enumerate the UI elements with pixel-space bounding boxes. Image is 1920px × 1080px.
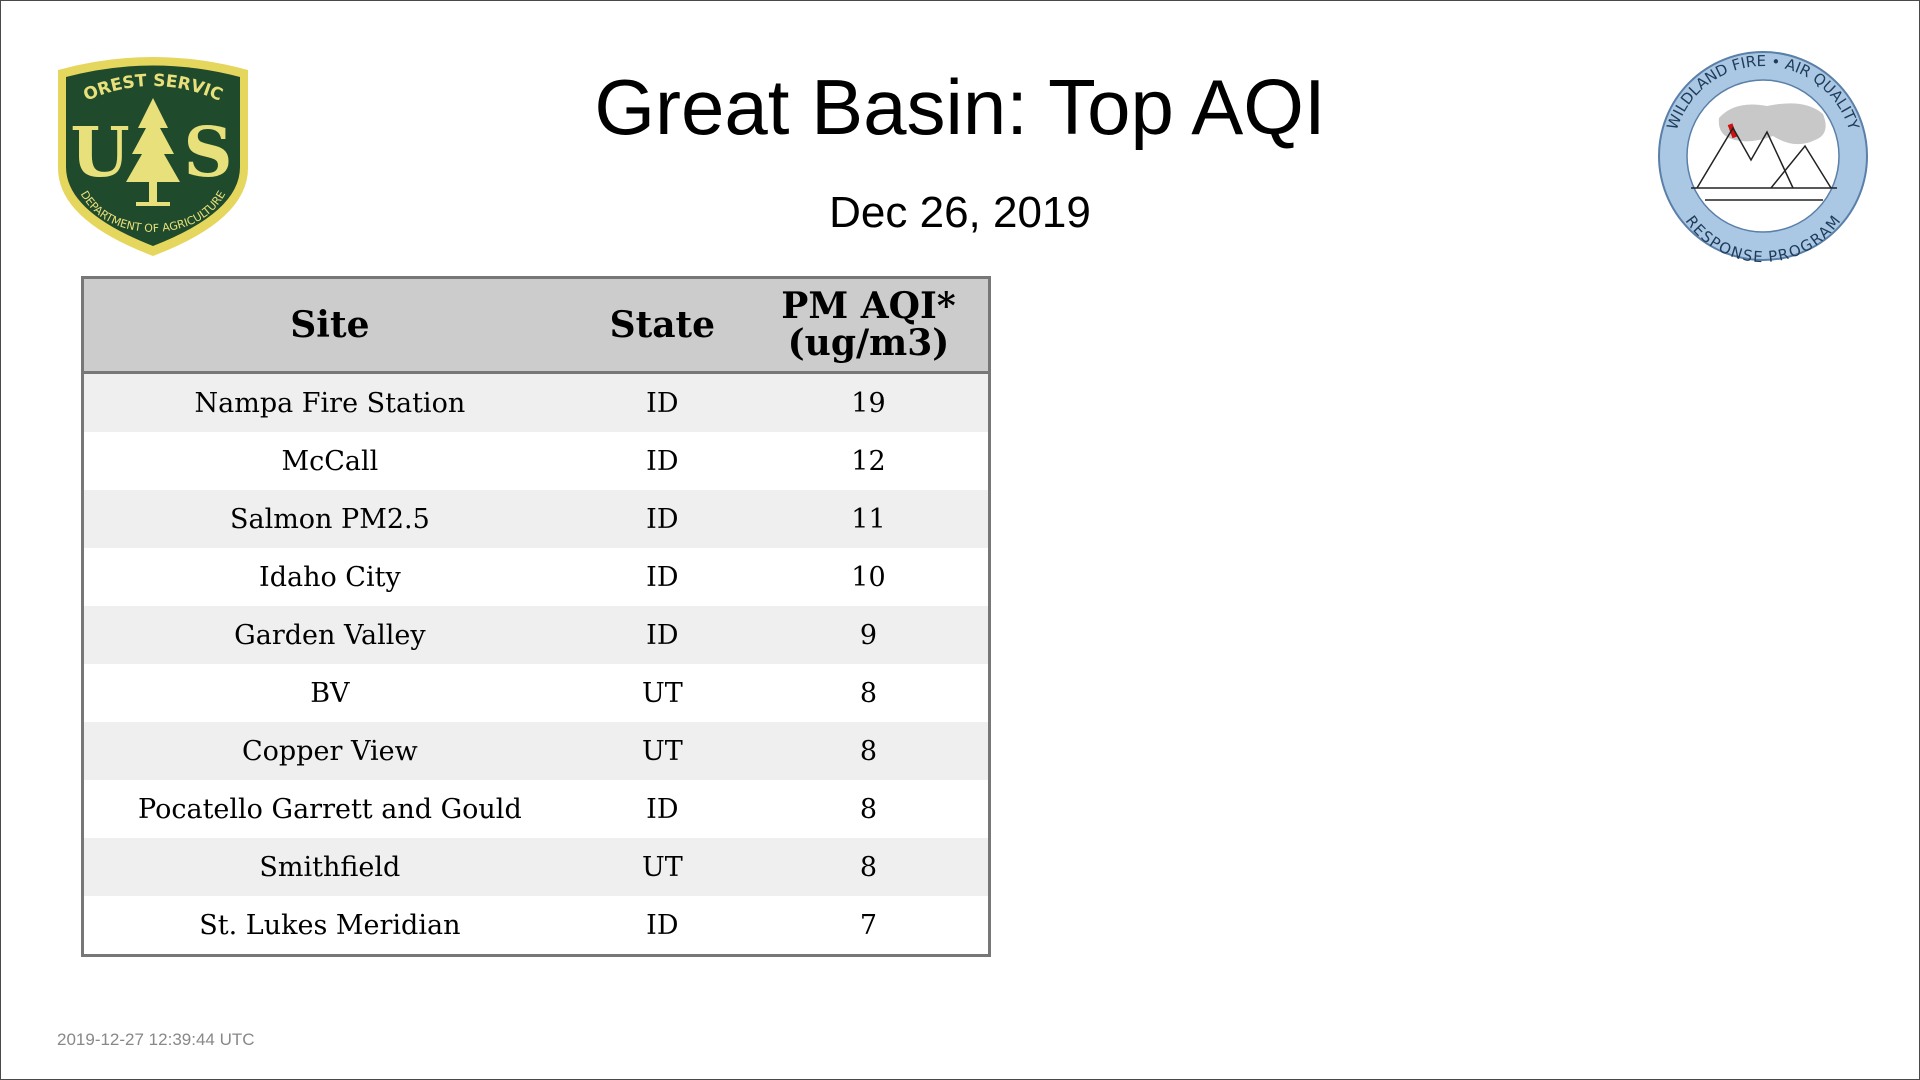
aqi-value-cell: 11 [748, 490, 990, 548]
state-cell: ID [575, 606, 749, 664]
aqi-value-cell: 8 [748, 780, 990, 838]
site-cell: BV [82, 664, 576, 722]
site-cell: Idaho City [82, 548, 576, 606]
column-header-pm-aqi: PM AQI* (ug/m3) [748, 277, 990, 374]
site-cell: Smithfield [82, 838, 576, 896]
column-header-pm-aqi-line1: PM AQI* [781, 285, 956, 327]
aqi-value-cell: 9 [748, 606, 990, 664]
state-cell: UT [575, 838, 749, 896]
table-row: Salmon PM2.5 ID 11 [82, 490, 990, 548]
site-cell: Salmon PM2.5 [82, 490, 576, 548]
aqi-table: Site State PM AQI* (ug/m3) Nampa Fire St… [81, 276, 991, 957]
aqi-value-cell: 8 [748, 664, 990, 722]
table-row: Garden Valley ID 9 [82, 606, 990, 664]
aqi-value-cell: 7 [748, 896, 990, 956]
table-row: Idaho City ID 10 [82, 548, 990, 606]
table-header-row: Site State PM AQI* (ug/m3) [82, 277, 990, 374]
site-cell: Garden Valley [82, 606, 576, 664]
state-cell: ID [575, 432, 749, 490]
site-cell: Copper View [82, 722, 576, 780]
state-cell: ID [575, 780, 749, 838]
table-row: McCall ID 12 [82, 432, 990, 490]
forest-service-letter-s: S [183, 113, 232, 193]
site-cell: McCall [82, 432, 576, 490]
state-cell: ID [575, 490, 749, 548]
page-title: Great Basin: Top AQI [594, 63, 1326, 151]
state-cell: ID [575, 896, 749, 956]
state-cell: ID [575, 548, 749, 606]
table-row: Nampa Fire Station ID 19 [82, 372, 990, 432]
state-cell: UT [575, 664, 749, 722]
state-cell: ID [575, 372, 749, 432]
aqi-value-cell: 8 [748, 722, 990, 780]
table-row: St. Lukes Meridian ID 7 [82, 896, 990, 956]
site-cell: St. Lukes Meridian [82, 896, 576, 956]
site-cell: Nampa Fire Station [82, 372, 576, 432]
wildland-fire-air-quality-seal-icon: WILDLAND FIRE • AIR QUALITY RESPONSE PRO… [1658, 51, 1868, 264]
forest-service-shield-icon: FOREST SERVICE U S DEPARTMENT OF AGRICUL… [50, 50, 248, 256]
site-cell: Pocatello Garrett and Gould [82, 780, 576, 838]
aqi-value-cell: 19 [748, 372, 990, 432]
column-header-pm-aqi-line2: (ug/m3) [787, 322, 950, 364]
table-row: Smithfield UT 8 [82, 838, 990, 896]
generated-timestamp: 2019-12-27 12:39:44 UTC [57, 1030, 255, 1049]
column-header-site: Site [82, 277, 576, 374]
aqi-value-cell: 10 [748, 548, 990, 606]
state-cell: UT [575, 722, 749, 780]
aqi-value-cell: 8 [748, 838, 990, 896]
forest-service-letter-u: U [70, 113, 129, 193]
column-header-state: State [575, 277, 749, 374]
report-date: Dec 26, 2019 [829, 188, 1091, 237]
aqi-value-cell: 12 [748, 432, 990, 490]
table-row: Pocatello Garrett and Gould ID 8 [82, 780, 990, 838]
table-row: BV UT 8 [82, 664, 990, 722]
table-row: Copper View UT 8 [82, 722, 990, 780]
